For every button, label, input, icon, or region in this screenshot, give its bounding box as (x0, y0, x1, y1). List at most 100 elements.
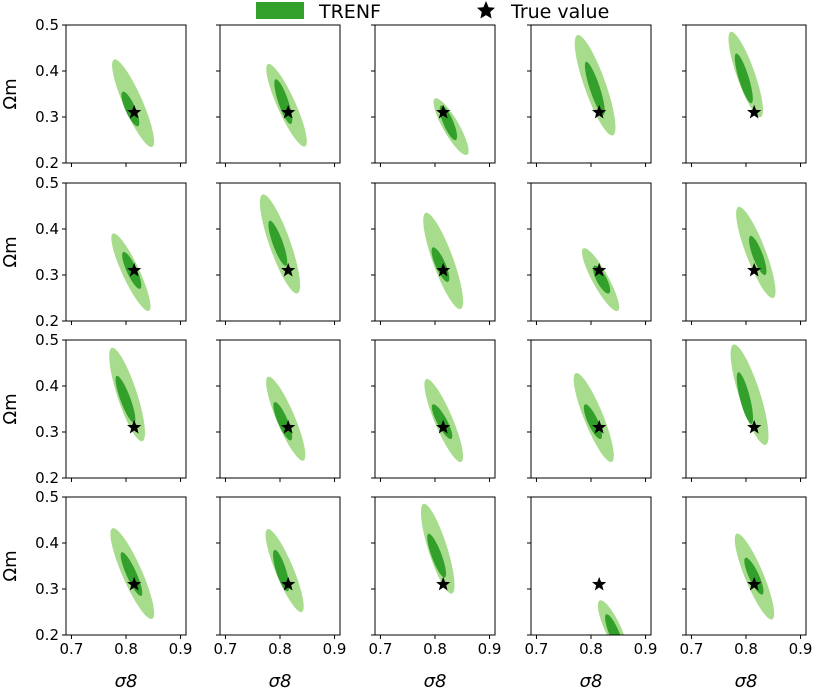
y-tick-label: 0.3 (35, 423, 59, 441)
legend: TRENF True value (256, 1, 609, 23)
contour-layer (111, 233, 151, 312)
contour-layer (730, 344, 769, 445)
contour-inner-region (115, 375, 136, 423)
x-tick-label: 0.7 (214, 640, 238, 658)
panel-r3-c4 (527, 339, 652, 482)
y-tick-label: 0.4 (35, 220, 59, 238)
panel-r2-c1: 0.2 0.3 0.4 0.5 Ωm (0, 174, 187, 330)
x-tick-label: 0.9 (323, 640, 347, 658)
true-value-star-icon (127, 262, 142, 277)
panel-r3-c2 (216, 339, 341, 482)
y-tick-label: 0.5 (35, 16, 59, 34)
true-value-star-icon (281, 104, 296, 119)
y-tick-label: 0.3 (35, 580, 59, 598)
panel-r4-c3: 0.7 0.8 0.9 σ8 (369, 496, 502, 692)
contour-layer (420, 503, 455, 594)
x-tick-label: 0.9 (634, 640, 658, 658)
legend-label-trenf: TRENF (318, 1, 381, 23)
panel-r2-c2 (216, 182, 341, 325)
panel-r3-c3 (371, 339, 496, 482)
true-value-star-icon (436, 262, 451, 277)
true-value-star-icon (747, 576, 762, 591)
contour-inner-region (749, 235, 767, 276)
y-tick-label: 0.2 (35, 626, 59, 644)
panel-frame (374, 24, 496, 164)
x-axis-label: σ8 (424, 671, 447, 692)
panel-r3-c5 (682, 339, 807, 482)
contour-layer (266, 376, 306, 461)
y-tick-label: 0.5 (35, 174, 59, 192)
true-value-star-icon (592, 419, 607, 434)
panel-grid: 0.2 0.3 0.4 0.5 Ωm 0.2 0.3 0.4 0.5 Ωm 0.2 0.3 0.4 0.5… (0, 16, 812, 692)
x-tick-label: 0.7 (369, 640, 393, 658)
y-tick-label: 0.5 (35, 488, 59, 506)
contour-outer-region (730, 344, 769, 445)
contour-layer (423, 212, 464, 310)
y-tick-label: 0.4 (35, 377, 59, 395)
panel-r4-c5: 0.7 0.8 0.9 σ8 (680, 496, 813, 692)
x-tick-label: 0.7 (680, 640, 704, 658)
contour-layer (728, 31, 763, 118)
panel-r4-c1: 0.7 0.8 0.9 0.2 0.3 0.4 0.5 σ8 Ωm (0, 488, 192, 692)
y-tick-label: 0.4 (35, 534, 59, 552)
contour-inner-region (272, 549, 290, 592)
contour-layer (109, 347, 145, 442)
contour-inner-region (584, 61, 605, 115)
x-tick-label: 0.8 (734, 640, 758, 658)
contour-layer (112, 59, 155, 148)
contour-inner-region (268, 220, 288, 266)
x-tick-label: 0.8 (114, 640, 138, 658)
panel-r1-c3 (371, 24, 496, 167)
contour-layer (734, 533, 775, 620)
y-axis-label: Ωm (0, 78, 21, 109)
x-tick-label: 0.8 (579, 640, 603, 658)
contour-layer (266, 63, 307, 147)
true-value-star-icon (436, 419, 451, 434)
contour-layer (597, 600, 629, 635)
x-axis-label: σ8 (115, 671, 138, 692)
true-value-star-icon (281, 576, 296, 591)
panel-r3-c1: 0.2 0.3 0.4 0.5 Ωm (0, 331, 187, 487)
true-value-star-icon (747, 419, 762, 434)
true-value-star-icon (127, 419, 142, 434)
true-value-star-icon (281, 262, 296, 277)
panel-r1-c4 (527, 24, 652, 167)
true-value-star-icon (747, 262, 762, 277)
y-tick-label: 0.2 (35, 312, 59, 330)
true-value-star-icon (281, 419, 296, 434)
contour-layer (424, 378, 464, 463)
contour-layer (265, 529, 304, 613)
x-tick-label: 0.8 (268, 640, 292, 658)
x-tick-label: 0.7 (525, 640, 549, 658)
x-tick-label: 0.9 (789, 640, 813, 658)
contour-layer (433, 98, 469, 156)
true-value-star-icon (592, 104, 607, 119)
true-value-star-icon (436, 104, 451, 119)
x-axis-label: σ8 (580, 671, 603, 692)
panel-r4-c2: 0.7 0.8 0.9 σ8 (214, 496, 347, 692)
legend-swatch-trenf (256, 2, 304, 19)
contour-inner-region (121, 91, 140, 127)
x-axis-label: σ8 (735, 671, 758, 692)
contour-layer (581, 248, 620, 312)
x-tick-label: 0.9 (169, 640, 193, 658)
x-tick-label: 0.9 (478, 640, 502, 658)
contour-layer (574, 34, 616, 136)
panel-r1-c5 (682, 24, 807, 167)
y-tick-label: 0.5 (35, 331, 59, 349)
true-value-star-icon (127, 576, 142, 591)
y-tick-label: 0.3 (35, 266, 59, 284)
true-value-star-icon (592, 262, 607, 277)
y-tick-label: 0.2 (35, 469, 59, 487)
legend-star-icon (477, 1, 495, 19)
contour-inner-region (744, 557, 764, 595)
panel-r1-c1: 0.2 0.3 0.4 0.5 Ωm (0, 16, 187, 172)
panel-r1-c2 (216, 24, 341, 167)
legend-label-true-value: True value (510, 1, 609, 23)
contour-inner-region (427, 533, 447, 578)
x-tick-label: 0.7 (60, 640, 84, 658)
x-tick-label: 0.8 (423, 640, 447, 658)
panel-r2-c3 (371, 182, 496, 325)
contour-layer (259, 194, 301, 294)
